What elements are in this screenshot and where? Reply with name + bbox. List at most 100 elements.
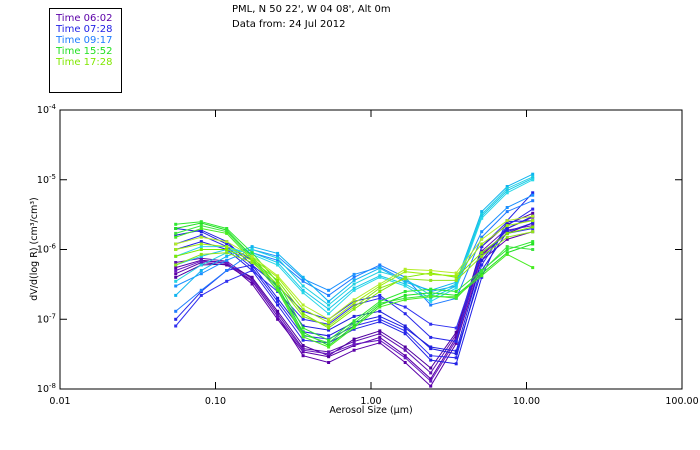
data-point — [480, 230, 484, 234]
data-point — [429, 347, 433, 351]
data-point — [250, 251, 254, 255]
data-point — [480, 237, 484, 241]
data-point — [480, 258, 484, 262]
data-point — [403, 282, 407, 286]
data-point — [327, 312, 331, 316]
data-point — [174, 275, 178, 279]
data-point — [199, 252, 203, 256]
x-axis-title: Aerosol Size (µm) — [329, 405, 412, 416]
data-point — [174, 279, 178, 283]
data-point — [531, 242, 535, 246]
data-point — [454, 278, 458, 282]
data-point — [505, 187, 509, 190]
data-point — [403, 270, 407, 274]
data-point — [225, 279, 229, 283]
data-point — [276, 280, 280, 284]
data-point — [378, 293, 382, 297]
data-point — [403, 312, 407, 316]
data-point — [531, 178, 535, 182]
data-point — [174, 248, 178, 251]
data-point — [276, 274, 280, 278]
data-point — [327, 361, 331, 364]
data-point — [199, 293, 203, 297]
data-point — [429, 269, 433, 272]
data-point — [225, 240, 229, 244]
data-point — [250, 261, 254, 264]
data-point — [250, 248, 254, 251]
data-point — [505, 219, 509, 223]
data-point — [352, 321, 356, 325]
data-point — [301, 348, 305, 352]
data-point — [250, 258, 254, 262]
legend: Time 06:02 Time 07:28 Time 09:17 Time 15… — [49, 8, 122, 93]
data-point — [174, 261, 178, 264]
data-point — [429, 354, 433, 358]
data-point — [505, 235, 509, 239]
legend-entry: Time 17:28 — [56, 57, 113, 68]
data-point — [505, 228, 509, 232]
data-point — [199, 269, 203, 272]
data-point — [403, 277, 407, 281]
data-point — [429, 272, 433, 276]
data-point — [327, 338, 331, 342]
data-point — [301, 354, 305, 358]
data-point — [276, 296, 280, 300]
data-point — [174, 222, 178, 226]
data-point — [378, 317, 382, 321]
data-point — [301, 314, 305, 318]
data-point — [378, 275, 382, 279]
data-point — [429, 379, 433, 383]
data-point — [531, 207, 535, 211]
ticks-layer: 0.01 0.10 1.00 10.00 100.00 10-4 10-5 10-6 10-7 1… — [37, 103, 699, 407]
data-point — [174, 235, 178, 239]
data-point — [378, 303, 382, 307]
data-point — [429, 303, 433, 307]
data-point — [301, 350, 305, 354]
data-point — [199, 254, 203, 258]
data-point — [199, 220, 203, 224]
data-point — [276, 288, 280, 292]
data-point — [276, 317, 280, 321]
data-point — [531, 240, 535, 244]
data-point — [454, 349, 458, 353]
data-point — [174, 266, 178, 270]
data-point — [403, 278, 407, 282]
data-point — [199, 256, 203, 260]
data-point — [225, 230, 229, 234]
data-point — [378, 263, 382, 267]
data-point — [276, 256, 280, 260]
data-point — [454, 362, 458, 366]
data-point — [429, 345, 433, 349]
data-point — [429, 366, 433, 370]
data-point — [250, 254, 254, 258]
data-point — [352, 299, 356, 303]
data-point — [378, 305, 382, 309]
data-point — [199, 240, 203, 244]
data-point — [301, 317, 305, 321]
data-point — [378, 301, 382, 305]
series — [174, 214, 535, 321]
data-point — [531, 214, 535, 218]
data-point — [301, 279, 305, 283]
data-point — [199, 242, 203, 246]
data-point — [403, 356, 407, 360]
data-point — [480, 272, 484, 276]
data-point — [174, 324, 178, 328]
data-point — [352, 282, 356, 286]
data-point — [225, 248, 229, 251]
data-point — [276, 309, 280, 313]
data-point — [301, 338, 305, 342]
data-point — [276, 254, 280, 258]
data-point — [276, 282, 280, 286]
data-point — [378, 309, 382, 313]
data-point — [301, 326, 305, 330]
data-point — [429, 377, 433, 381]
data-point — [403, 329, 407, 333]
data-point — [250, 256, 254, 260]
data-point — [276, 286, 280, 290]
data-point — [531, 225, 535, 229]
data-point — [250, 266, 254, 270]
legend-entry: Time 07:28 — [56, 24, 113, 35]
data-point — [301, 307, 305, 311]
